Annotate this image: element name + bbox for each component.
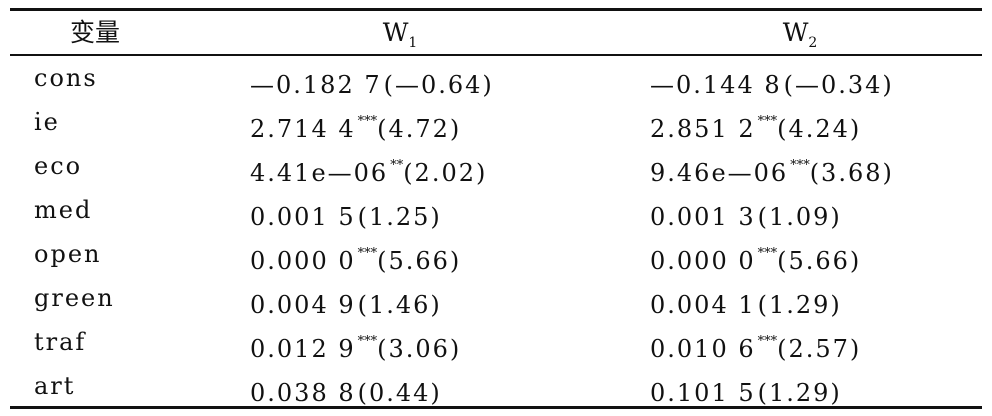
w2-t-value: (1.29) xyxy=(757,291,842,319)
w1-t-value: (1.46) xyxy=(357,291,442,319)
table-row: traf 0.012 9 ***(3.06) 0.010 6 ***(2.57) xyxy=(10,320,982,364)
w2-t-value: (5.66) xyxy=(777,247,862,275)
w2-coefficient: 0.004 1 xyxy=(650,291,756,319)
w1-significance-stars: *** xyxy=(357,246,378,261)
w1-significance-stars: *** xyxy=(357,334,378,349)
w1-coefficient: 0.001 5 xyxy=(250,203,356,231)
table-row: green 0.004 9(1.46) 0.004 1(1.29) xyxy=(10,276,982,320)
w1-coefficient: 0.038 8 xyxy=(250,379,356,407)
w1-t-value: (—0.64) xyxy=(383,71,494,99)
cell-w1: 2.714 4 ***(4.72) xyxy=(250,100,461,151)
cell-variable: ie xyxy=(34,108,60,136)
w1-coefficient: —0.182 7 xyxy=(250,71,382,99)
w2-coefficient: —0.144 8 xyxy=(650,71,782,99)
header-variable: 变量 xyxy=(69,18,120,47)
w1-coefficient: 2.714 4 xyxy=(250,115,356,143)
w2-significance-stars: *** xyxy=(757,246,778,261)
w1-coefficient: 0.012 9 xyxy=(250,335,356,363)
w2-coefficient: 9.46e—06 xyxy=(650,159,789,187)
w1-significance-stars: ** xyxy=(390,158,404,173)
cell-variable: traf xyxy=(34,328,87,356)
cell-w1: 0.004 9(1.46) xyxy=(250,276,442,327)
w1-t-value: (3.06) xyxy=(377,335,462,363)
w2-t-value: (1.29) xyxy=(757,379,842,407)
cell-w1: 4.41e—06 **(2.02) xyxy=(250,144,487,195)
w2-t-value: (1.09) xyxy=(757,203,842,231)
w2-t-value: (—0.34) xyxy=(783,71,894,99)
w2-coefficient: 0.000 0 xyxy=(650,247,756,275)
bottom-rule xyxy=(10,406,982,409)
w1-t-value: (1.25) xyxy=(357,203,442,231)
w1-coefficient: 0.004 9 xyxy=(250,291,356,319)
cell-w1: 0.000 0 ***(5.66) xyxy=(250,232,461,283)
w1-coefficient: 0.000 0 xyxy=(250,247,356,275)
top-rule xyxy=(10,8,982,11)
w1-t-value: (0.44) xyxy=(357,379,442,407)
w2-t-value: (2.57) xyxy=(777,335,862,363)
cell-variable: open xyxy=(34,240,102,268)
cell-w2: 0.010 6 ***(2.57) xyxy=(650,320,861,371)
header-w2-sub: 2 xyxy=(808,35,818,51)
cell-variable: art xyxy=(34,372,76,400)
header-rule xyxy=(10,54,982,56)
cell-w2: 9.46e—06 ***(3.68) xyxy=(650,144,894,195)
cell-w2: 2.851 2 ***(4.24) xyxy=(650,100,861,151)
cell-w1: —0.182 7(—0.64) xyxy=(250,56,494,107)
cell-w2: 0.101 5(1.29) xyxy=(650,364,842,415)
table-row: cons —0.182 7(—0.64) —0.144 8(—0.34) xyxy=(10,56,982,100)
w2-significance-stars: *** xyxy=(790,158,810,173)
w2-coefficient: 0.101 5 xyxy=(650,379,756,407)
header-w1-main: W xyxy=(382,18,409,47)
header-w1: W1 xyxy=(250,14,550,52)
cell-variable: cons xyxy=(34,64,98,92)
w2-significance-stars: *** xyxy=(757,334,778,349)
table-row: eco 4.41e—06 **(2.02) 9.46e—06 ***(3.68) xyxy=(10,144,982,188)
w2-significance-stars: *** xyxy=(757,114,778,129)
w2-t-value: (4.24) xyxy=(777,115,862,143)
w2-coefficient: 2.851 2 xyxy=(650,115,756,143)
header-w1-sub: 1 xyxy=(408,35,418,51)
cell-w1: 0.012 9 ***(3.06) xyxy=(250,320,461,371)
cell-variable: eco xyxy=(34,152,83,180)
w2-coefficient: 0.010 6 xyxy=(650,335,756,363)
cell-variable: med xyxy=(34,196,93,224)
w1-coefficient: 4.41e—06 xyxy=(250,159,389,187)
cell-w1: 0.038 8(0.44) xyxy=(250,364,442,415)
w1-t-value: (4.72) xyxy=(377,115,462,143)
cell-w1: 0.001 5(1.25) xyxy=(250,188,442,239)
cell-variable: green xyxy=(34,284,115,312)
cell-w2: 0.000 0 ***(5.66) xyxy=(650,232,861,283)
cell-w2: 0.001 3(1.09) xyxy=(650,188,842,239)
w2-t-value: (3.68) xyxy=(809,159,894,187)
table-row: open 0.000 0 ***(5.66) 0.000 0 ***(5.66) xyxy=(10,232,982,276)
cell-w2: 0.004 1(1.29) xyxy=(650,276,842,327)
w1-significance-stars: *** xyxy=(357,114,378,129)
w2-coefficient: 0.001 3 xyxy=(650,203,756,231)
cell-w2: —0.144 8(—0.34) xyxy=(650,56,894,107)
table-row: art 0.038 8(0.44) 0.101 5(1.29) xyxy=(10,364,982,408)
w1-t-value: (5.66) xyxy=(377,247,462,275)
table-row: med 0.001 5(1.25) 0.001 3(1.09) xyxy=(10,188,982,232)
header-w2-main: W xyxy=(782,18,809,47)
w1-t-value: (2.02) xyxy=(403,159,488,187)
header-w2: W2 xyxy=(640,14,960,52)
table-row: ie 2.714 4 ***(4.72) 2.851 2 ***(4.24) xyxy=(10,100,982,144)
regression-table: 变量 W1 W2 cons —0.182 7(—0.64) —0.144 8(—0.… xyxy=(10,0,982,416)
